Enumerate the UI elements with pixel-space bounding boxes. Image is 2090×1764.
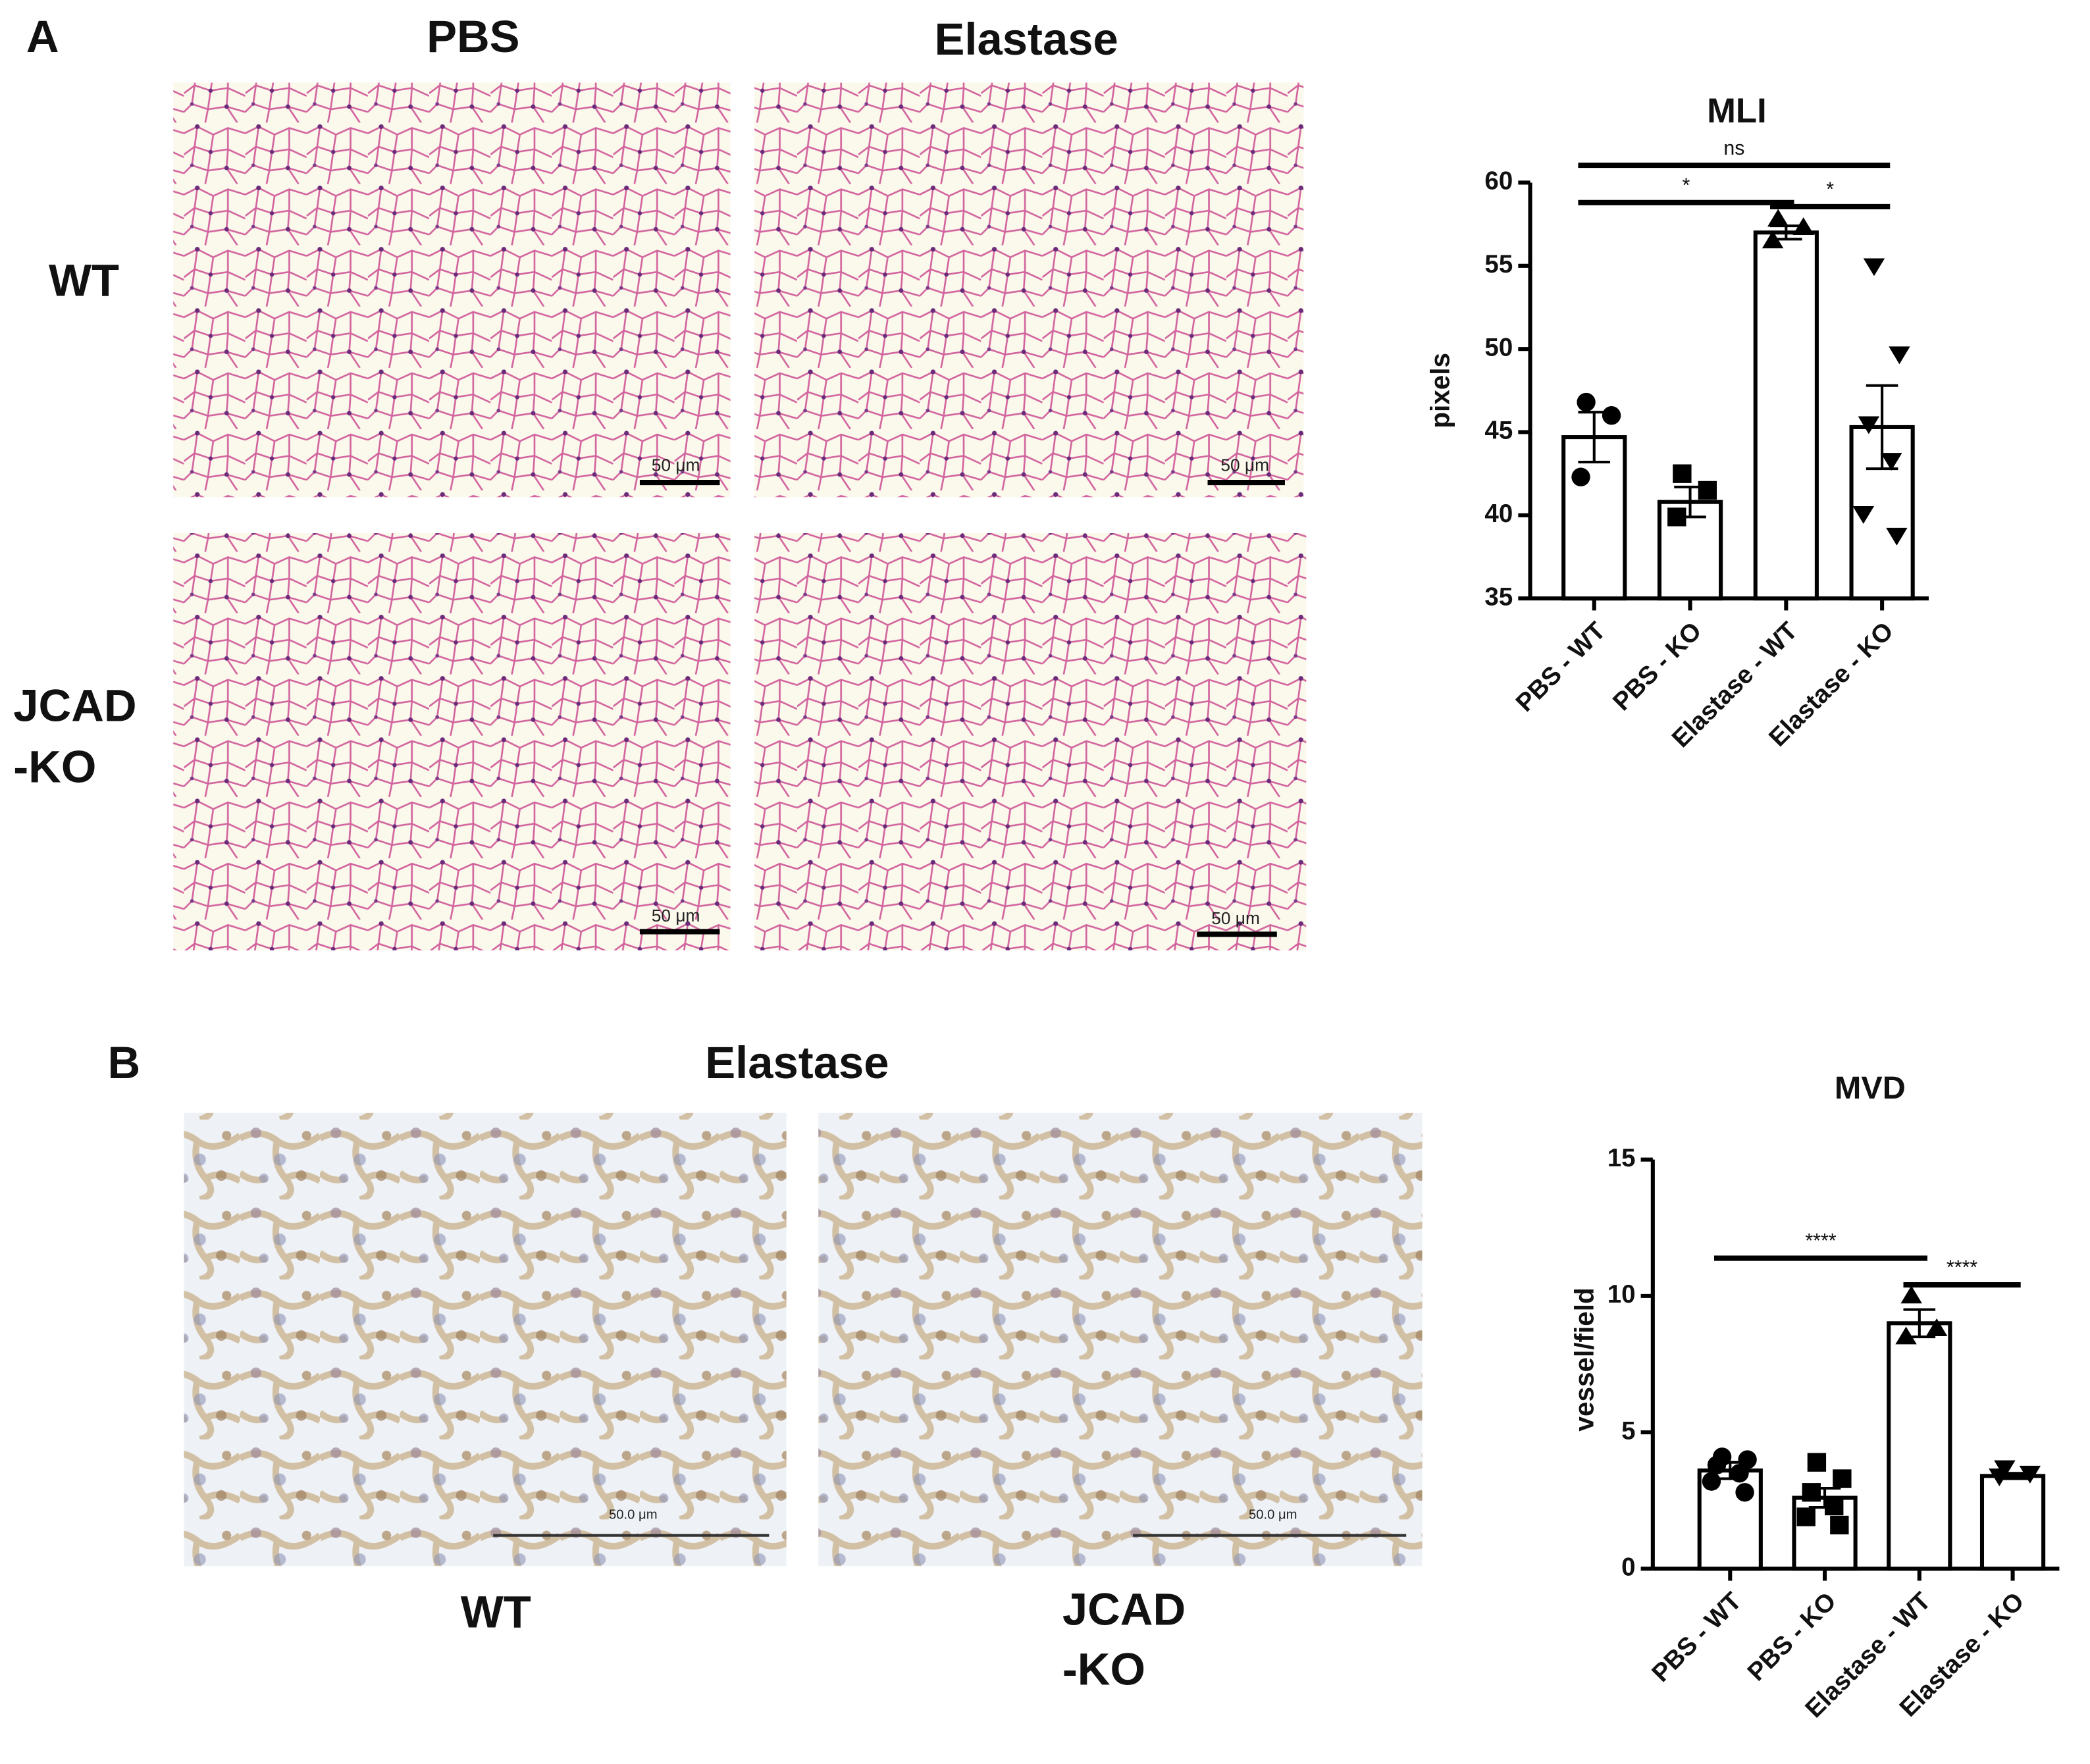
micrograph xyxy=(754,82,1304,498)
significance-label: ns xyxy=(1723,138,1744,159)
data-point xyxy=(1571,467,1590,486)
micrograph xyxy=(818,1112,1423,1567)
x-tick-label: PBS - KO xyxy=(1607,617,1707,716)
image-label: WT xyxy=(461,1586,531,1637)
column-heading: PBS xyxy=(427,11,520,62)
data-point xyxy=(1738,1450,1757,1469)
y-tick-label: 35 xyxy=(1484,583,1513,611)
y-tick-label: 60 xyxy=(1484,167,1513,195)
y-tick-label: 50 xyxy=(1484,333,1513,361)
chart-title: MLI xyxy=(1707,91,1767,130)
significance-label: * xyxy=(1826,179,1834,201)
scale-label: 50.0 μm xyxy=(609,1508,658,1522)
data-point xyxy=(1792,217,1814,236)
data-point xyxy=(1673,464,1692,483)
data-point xyxy=(1702,1472,1721,1491)
y-tick-label: 15 xyxy=(1607,1144,1636,1172)
row-heading: JCAD xyxy=(13,680,136,731)
data-point xyxy=(1886,527,1908,546)
scale-label: 50 μm xyxy=(652,455,700,475)
data-point xyxy=(1900,1285,1922,1304)
data-point xyxy=(1767,209,1789,227)
image-label: -KO xyxy=(1062,1644,1145,1694)
scale-label: 50 μm xyxy=(652,906,700,925)
data-point xyxy=(1895,1326,1917,1345)
data-point xyxy=(1889,346,1910,365)
y-tick-label: 5 xyxy=(1621,1416,1635,1445)
data-point xyxy=(1577,392,1596,412)
micrograph xyxy=(184,1112,787,1567)
micrograph xyxy=(173,82,731,498)
data-point xyxy=(1833,1469,1852,1488)
data-point xyxy=(1989,1468,2010,1487)
row-heading: -KO xyxy=(13,742,96,792)
y-tick-label: 10 xyxy=(1607,1280,1636,1309)
significance-label: * xyxy=(1683,175,1690,197)
bar xyxy=(1979,1474,2046,1571)
scale-label: 50 μm xyxy=(1211,908,1260,928)
data-point xyxy=(1852,506,1874,524)
data-point xyxy=(1667,507,1686,527)
y-tick-label: 55 xyxy=(1484,250,1513,278)
micrograph xyxy=(754,532,1307,950)
column-heading: Elastase xyxy=(934,14,1118,65)
data-point xyxy=(1698,480,1717,500)
panel-label: A xyxy=(26,11,59,62)
data-point xyxy=(1830,1515,1849,1535)
y-axis-label: vessel/field xyxy=(1569,1287,1599,1431)
data-point xyxy=(1858,416,1880,434)
data-point xyxy=(1762,230,1784,249)
data-point xyxy=(1735,1483,1754,1502)
data-point xyxy=(2019,1465,2041,1484)
scale-label: 50.0 μm xyxy=(1249,1508,1297,1522)
panel-heading: Elastase xyxy=(705,1037,889,1088)
micrograph xyxy=(173,532,731,950)
data-point xyxy=(1807,1453,1827,1472)
significance-label: **** xyxy=(1946,1257,1977,1279)
data-point xyxy=(1925,1318,1948,1336)
data-point xyxy=(1863,258,1885,276)
bar xyxy=(1753,230,1819,601)
row-heading: WT xyxy=(49,255,119,306)
panel-label: B xyxy=(107,1037,140,1088)
image-label: JCAD xyxy=(1062,1584,1186,1634)
chart-title: MVD xyxy=(1835,1070,1906,1106)
data-point xyxy=(1825,1496,1844,1516)
data-point xyxy=(1881,453,1902,471)
data-point xyxy=(1796,1507,1816,1526)
bar xyxy=(1887,1321,1952,1571)
significance-label: **** xyxy=(1805,1230,1836,1252)
scale-label: 50 μm xyxy=(1220,455,1269,475)
data-point xyxy=(1602,406,1621,425)
data-point xyxy=(1707,1455,1727,1475)
y-axis-label: pixels xyxy=(1425,353,1455,428)
data-point xyxy=(1802,1483,1821,1502)
y-tick-label: 40 xyxy=(1484,500,1513,528)
y-tick-label: 0 xyxy=(1621,1553,1635,1581)
x-tick-label: PBS - KO xyxy=(1742,1587,1841,1686)
y-tick-label: 45 xyxy=(1484,417,1513,445)
x-tick-label: PBS - WT xyxy=(1511,617,1611,717)
data-point xyxy=(1730,1464,1749,1483)
x-tick-label: PBS - WT xyxy=(1646,1587,1747,1688)
